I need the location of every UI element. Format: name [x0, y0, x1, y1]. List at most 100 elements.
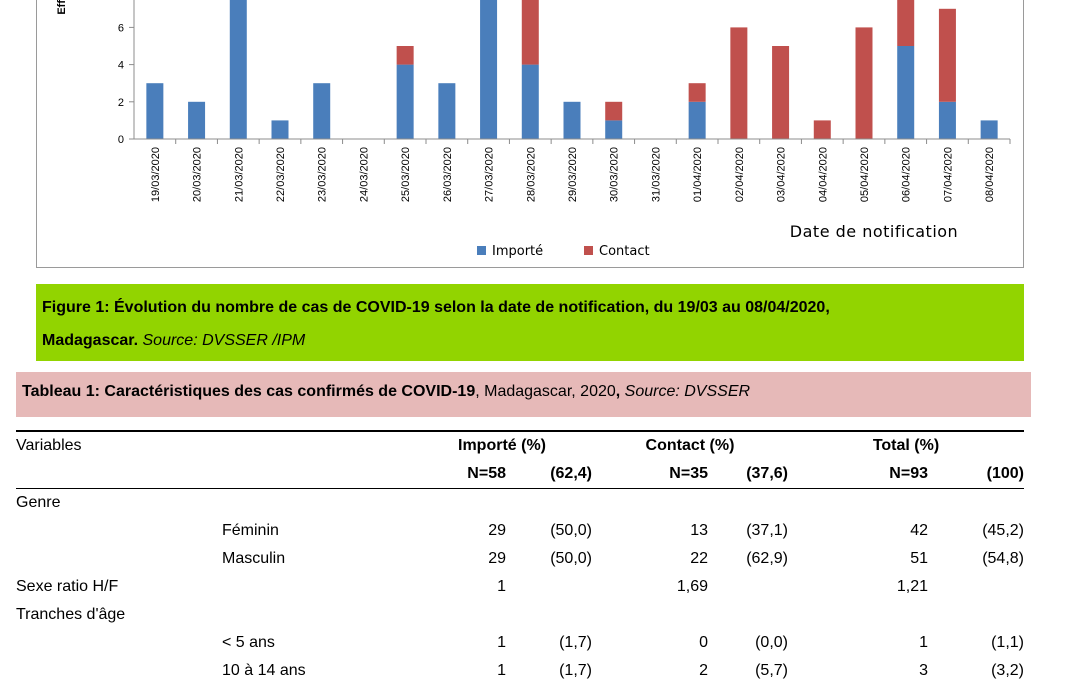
y-tick-label: 6: [118, 22, 124, 34]
variable-cell: [16, 545, 222, 573]
bar-importe: [938, 101, 956, 139]
header-contact: Contact (%): [592, 430, 788, 460]
contact-count: 13: [690, 522, 708, 539]
n-importe: N=58: [412, 460, 506, 489]
table-label: Tableau 1:: [22, 383, 100, 400]
legend-label-contact: Contact: [599, 244, 650, 259]
contact-count: 22: [690, 550, 708, 567]
variable-cell: Genre: [16, 494, 61, 511]
x-tick-label: 29/03/2020: [567, 147, 579, 202]
pct-total: (100): [928, 460, 1024, 489]
importe-count: 29: [488, 522, 506, 539]
subcategory-cell: Féminin: [222, 522, 279, 539]
legend-swatch-contact: [584, 246, 593, 255]
importe-pct: [506, 489, 592, 518]
total-count: 1,21: [896, 578, 928, 595]
subcategory-cell: [222, 573, 412, 601]
variable-cell: [16, 517, 222, 545]
contact-pct: [708, 489, 788, 518]
importe-pct: (50,0): [550, 550, 592, 567]
contact-count: 1,69: [676, 578, 708, 595]
x-tick-label: 28/03/2020: [525, 147, 537, 202]
importe-count: [412, 489, 506, 518]
n-contact: N=35: [592, 460, 708, 489]
total-pct: (54,8): [982, 550, 1024, 567]
bar-importe: [188, 101, 206, 139]
legend-label-importe: Importé: [492, 244, 543, 259]
x-tick-label: 24/03/2020: [358, 147, 370, 202]
table-row: Féminin 29 (50,0) 13 (37,1) 42 (45,2): [16, 517, 1024, 545]
contact-pct: (5,7): [755, 662, 788, 679]
bar-contact: [938, 8, 956, 102]
total-pct: (45,2): [982, 522, 1024, 539]
total-pct: [928, 573, 1024, 601]
table-row: Genre: [16, 489, 1024, 518]
total-pct: [928, 489, 1024, 518]
importe-count: 1: [497, 578, 506, 595]
x-tick-label: 07/04/2020: [942, 147, 954, 202]
bar-importe: [563, 101, 581, 139]
importe-count: 1: [497, 634, 506, 651]
contact-count: 2: [699, 662, 708, 679]
variable-cell: [16, 629, 222, 657]
table-row: Sexe ratio H/F 1 1,69 1,21: [16, 573, 1024, 601]
bar-importe: [313, 83, 331, 139]
x-tick-label: 08/04/2020: [984, 147, 996, 202]
y-tick-label: 2: [118, 97, 124, 109]
figure-label: Figure 1:: [42, 299, 110, 316]
variable-cell: Tranches d'âge: [16, 606, 126, 623]
x-tick-label: 26/03/2020: [442, 147, 454, 202]
bar-contact: [855, 27, 873, 139]
importe-pct: (1,7): [559, 662, 592, 679]
n-total: N=93: [788, 460, 928, 489]
bar-importe: [480, 0, 498, 140]
bar-importe: [229, 0, 247, 140]
x-tick-label: 01/04/2020: [692, 147, 704, 202]
y-tick-label: 0: [118, 134, 124, 146]
bar-importe: [396, 64, 414, 139]
table-title-rest: , Madagascar, 2020: [475, 383, 616, 400]
total-count: [788, 489, 928, 518]
x-tick-label: 31/03/2020: [650, 147, 662, 202]
table-row: 10 à 14 ans 1 (1,7) 2 (5,7) 3 (3,2): [16, 657, 1024, 685]
contact-count: 0: [699, 634, 708, 651]
subcategory-cell: [222, 489, 412, 518]
subcategory-cell: [222, 601, 412, 629]
subcategory-cell: < 5 ans: [222, 634, 275, 651]
total-count: [788, 601, 928, 629]
contact-pct: [708, 601, 788, 629]
importe-pct: (50,0): [550, 522, 592, 539]
total-pct: (1,1): [991, 634, 1024, 651]
importe-pct: [506, 601, 592, 629]
total-count: 51: [910, 550, 928, 567]
bar-importe: [605, 120, 623, 139]
x-tick-label: 22/03/2020: [275, 147, 287, 202]
table-header-row: Variables Importé (%) Contact (%) Total …: [16, 430, 1024, 460]
table-row: Masculin 29 (50,0) 22 (62,9) 51 (54,8): [16, 545, 1024, 573]
y-tick-label: 4: [118, 60, 124, 72]
contact-pct: (0,0): [755, 634, 788, 651]
y-axis-label: Eff: [56, 0, 68, 15]
x-tick-label: 21/03/2020: [233, 147, 245, 202]
total-pct: (3,2): [991, 662, 1024, 679]
pct-contact: (37,6): [708, 460, 788, 489]
figure-title: Évolution du nombre de cas de COVID-19 s…: [109, 299, 830, 316]
table-row: < 5 ans 1 (1,7) 0 (0,0) 1 (1,1): [16, 629, 1024, 657]
bar-importe: [146, 83, 164, 139]
bar-contact: [396, 46, 414, 65]
bar-contact: [730, 27, 748, 139]
bar-importe: [897, 46, 915, 139]
figure-caption: Figure 1: Évolution du nombre de cas de …: [36, 284, 1024, 361]
total-count: 3: [919, 662, 928, 679]
table-subheader-row: N=58 (62,4) N=35 (37,6) N=93 (100): [16, 460, 1024, 489]
figure-country: Madagascar.: [42, 332, 139, 349]
x-axis-title: Date de notification: [790, 222, 958, 241]
x-tick-label: 19/03/2020: [150, 147, 162, 202]
table-source: Source: DVSSER: [620, 383, 751, 400]
importe-pct: [506, 573, 592, 601]
x-tick-label: 02/04/2020: [734, 147, 746, 202]
table-caption: Tableau 1: Caractéristiques des cas conf…: [16, 372, 1031, 417]
bar-contact: [897, 0, 915, 46]
total-count: 42: [910, 522, 928, 539]
x-tick-label: 05/04/2020: [859, 147, 871, 202]
